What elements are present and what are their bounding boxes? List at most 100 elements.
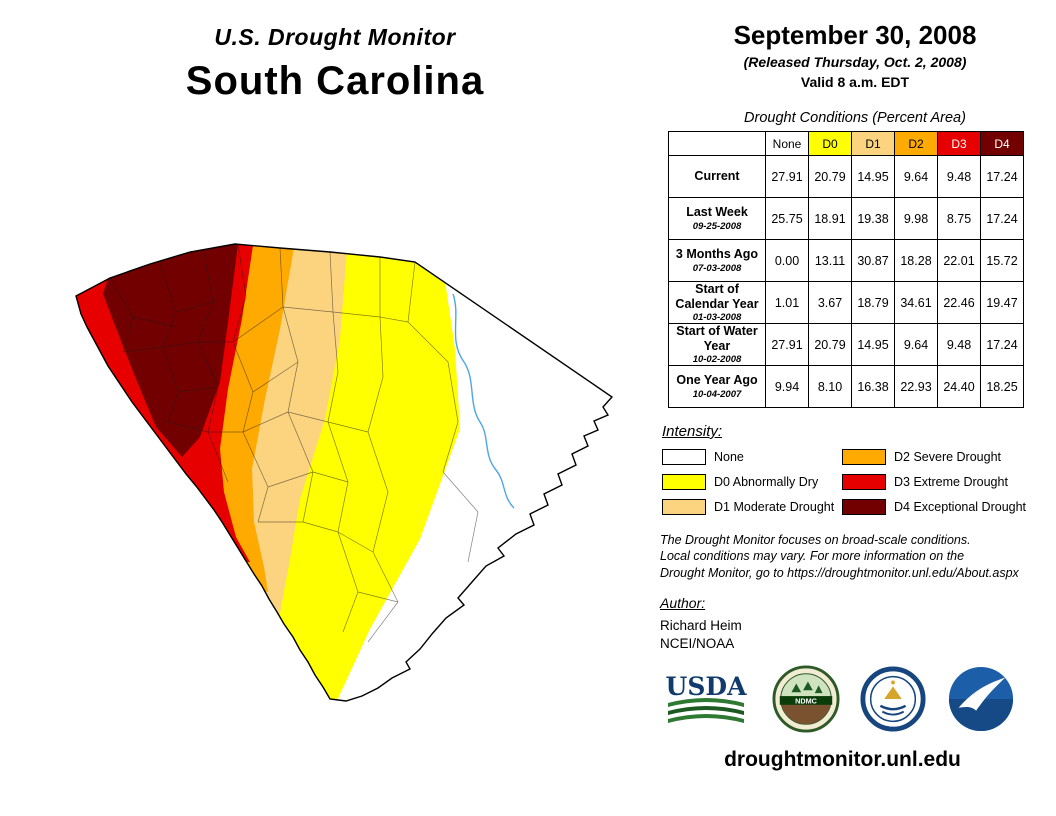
legend-item-none: None — [662, 449, 842, 465]
d3-swatch-icon — [842, 474, 886, 490]
cell-value: 9.98 — [894, 197, 938, 240]
usda-logo-icon: USDA — [660, 669, 752, 734]
legend-title: Intensity: — [662, 423, 723, 440]
cell-value: 27.91 — [765, 155, 809, 198]
author-heading: Author: — [660, 594, 706, 611]
cell-value: 8.75 — [937, 197, 981, 240]
ndmc-logo-text: NDMC — [795, 696, 818, 705]
cell-value: 18.79 — [851, 281, 895, 324]
report-title: U.S. Drought Monitor — [214, 24, 456, 50]
table-caption: Drought Conditions (Percent Area) — [744, 110, 966, 126]
row-date: 10-04-2007 — [692, 388, 742, 400]
table-header-row: None D0 D1 D2 D3 D4 — [668, 131, 1024, 156]
row-label: 3 Months Ago — [675, 247, 759, 262]
cell-value: 0.00 — [765, 239, 809, 282]
cell-value: 9.48 — [937, 323, 981, 366]
valid-time: Valid 8 a.m. EDT — [800, 74, 910, 90]
legend-label: D1 Moderate Drought — [714, 500, 835, 514]
cell-value: 14.95 — [851, 155, 895, 198]
author-name: Richard Heim — [660, 617, 742, 633]
cell-value: 1.01 — [765, 281, 809, 324]
cell-value: 9.94 — [765, 365, 809, 408]
cell-value: 22.46 — [937, 281, 981, 324]
legend-item-d4: D4 Exceptional Drought — [842, 499, 1042, 515]
author-org: NCEI/NOAA — [660, 635, 735, 651]
info-panel: September 30, 2008 (Released Thursday, O… — [660, 20, 1050, 772]
legend-item-d3: D3 Extreme Drought — [842, 474, 1042, 490]
d4-swatch-icon — [842, 499, 886, 515]
col-d1: D1 — [851, 131, 895, 156]
table-row: Current 27.91 20.79 14.95 9.64 9.48 17.2… — [668, 155, 1024, 198]
cell-value: 18.91 — [808, 197, 852, 240]
row-label: Current — [694, 168, 740, 183]
cell-value: 19.47 — [980, 281, 1024, 324]
cell-value: 20.79 — [808, 155, 852, 198]
legend-item-d2: D2 Severe Drought — [842, 449, 1042, 465]
table-row: Last Week 09-25-2008 25.75 18.91 19.38 9.… — [668, 197, 1024, 240]
legend-item-d0: D0 Abnormally Dry — [662, 474, 842, 490]
cell-value: 14.95 — [851, 323, 895, 366]
col-d0: D0 — [808, 131, 852, 156]
cell-value: 16.38 — [851, 365, 895, 408]
d4-region — [103, 244, 238, 457]
drought-conditions-table: None D0 D1 D2 D3 D4 Current 27.91 20.79 … — [668, 131, 1024, 408]
none-swatch-icon — [662, 449, 706, 465]
state-title: South Carolina — [185, 59, 485, 103]
table-row: Start of Water Year 10-02-2008 27.91 20.7… — [668, 323, 1024, 366]
row-date: 09-25-2008 — [692, 220, 742, 232]
table-row: 3 Months Ago 07-03-2008 0.00 13.11 30.87 … — [668, 239, 1024, 282]
agency-logos: USDA NDMC — [660, 665, 1015, 738]
south-carolina-drought-map — [75, 243, 613, 702]
usda-logo-text: USDA — [666, 672, 748, 701]
cell-value: 19.38 — [851, 197, 895, 240]
cell-value: 8.10 — [808, 365, 852, 408]
cell-value: 34.61 — [894, 281, 938, 324]
disclaimer-line: Drought Monitor, go to https://droughtmo… — [660, 565, 1019, 580]
title-block: U.S. Drought Monitor South Carolina — [30, 24, 640, 104]
county-boundaries — [109, 244, 479, 643]
cell-value: 13.11 — [808, 239, 852, 282]
cell-value: 30.87 — [851, 239, 895, 282]
cell-value: 24.40 — [937, 365, 981, 408]
cell-value: 18.28 — [894, 239, 938, 282]
intensity-legend: Intensity: None D0 Abnormally Dry D1 Mod… — [662, 423, 1050, 515]
col-none: None — [765, 131, 809, 156]
cell-value: 20.79 — [808, 323, 852, 366]
legend-label: D2 Severe Drought — [894, 450, 1002, 464]
release-date: (Released Thursday, Oct. 2, 2008) — [743, 54, 967, 70]
cell-value: 15.72 — [980, 239, 1024, 282]
cell-value: 9.64 — [894, 323, 938, 366]
ndmc-logo-icon: NDMC — [772, 665, 840, 738]
cell-value: 22.93 — [894, 365, 938, 408]
col-d3: D3 — [937, 131, 981, 156]
col-d4: D4 — [980, 131, 1024, 156]
cell-value: 25.75 — [765, 197, 809, 240]
row-date: 07-03-2008 — [692, 262, 742, 274]
legend-label: D3 Extreme Drought — [894, 475, 1008, 489]
noaa-logo-icon — [947, 665, 1015, 738]
footer-url[interactable]: droughtmonitor.unl.edu — [724, 747, 961, 771]
cell-value: 9.48 — [937, 155, 981, 198]
cell-value: 17.24 — [980, 197, 1024, 240]
table-row: Start of Calendar Year 01-03-2008 1.01 3.… — [668, 281, 1024, 324]
disclaimer-line: The Drought Monitor focuses on broad-sca… — [660, 533, 971, 547]
legend-label: None — [714, 450, 744, 464]
author-block: Author: Richard Heim NCEI/NOAA — [660, 595, 1050, 651]
col-d2: D2 — [894, 131, 938, 156]
disclaimer-line: Local conditions may vary. For more info… — [660, 549, 965, 564]
map-date: September 30, 2008 — [733, 20, 977, 50]
row-label: Start of Water Year — [676, 324, 758, 353]
legend-item-d1: D1 Moderate Drought — [662, 499, 842, 515]
row-label: One Year Ago — [676, 373, 758, 388]
cell-value: 9.64 — [894, 155, 938, 198]
row-label: Last Week — [686, 205, 748, 220]
d2-swatch-icon — [842, 449, 886, 465]
cell-value: 17.24 — [980, 155, 1024, 198]
row-date: 01-03-2008 — [692, 311, 742, 323]
d1-swatch-icon — [662, 499, 706, 515]
cell-value: 18.25 — [980, 365, 1024, 408]
cell-value: 22.01 — [937, 239, 981, 282]
legend-label: D4 Exceptional Drought — [894, 500, 1027, 514]
row-date: 10-02-2008 — [692, 353, 742, 365]
